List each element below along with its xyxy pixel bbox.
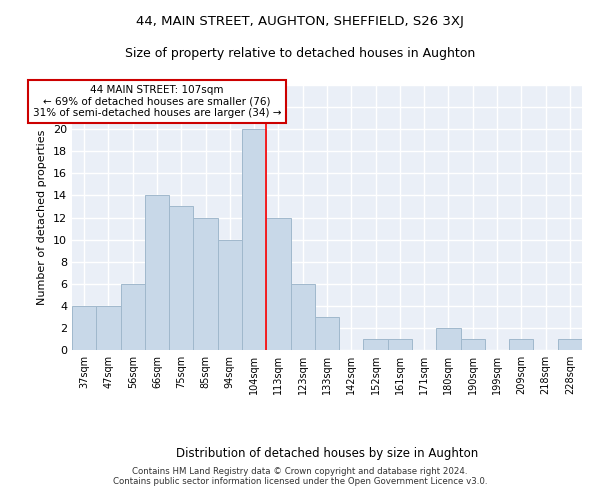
Text: Contains HM Land Registry data © Crown copyright and database right 2024.: Contains HM Land Registry data © Crown c…: [132, 467, 468, 476]
Text: Contains public sector information licensed under the Open Government Licence v3: Contains public sector information licen…: [113, 477, 487, 486]
Text: Size of property relative to detached houses in Aughton: Size of property relative to detached ho…: [125, 48, 475, 60]
Bar: [315, 317, 339, 350]
Bar: [364, 339, 388, 350]
Bar: [388, 339, 412, 350]
Bar: [290, 284, 315, 350]
Bar: [193, 218, 218, 350]
Bar: [266, 218, 290, 350]
Bar: [509, 339, 533, 350]
Bar: [242, 129, 266, 350]
Bar: [72, 306, 96, 350]
Bar: [121, 284, 145, 350]
Bar: [218, 240, 242, 350]
Text: 44 MAIN STREET: 107sqm
← 69% of detached houses are smaller (76)
31% of semi-det: 44 MAIN STREET: 107sqm ← 69% of detached…: [33, 85, 281, 118]
Bar: [169, 206, 193, 350]
X-axis label: Distribution of detached houses by size in Aughton: Distribution of detached houses by size …: [176, 447, 478, 460]
Bar: [461, 339, 485, 350]
Bar: [436, 328, 461, 350]
Bar: [145, 196, 169, 350]
Y-axis label: Number of detached properties: Number of detached properties: [37, 130, 47, 305]
Bar: [558, 339, 582, 350]
Text: 44, MAIN STREET, AUGHTON, SHEFFIELD, S26 3XJ: 44, MAIN STREET, AUGHTON, SHEFFIELD, S26…: [136, 15, 464, 28]
Bar: [96, 306, 121, 350]
